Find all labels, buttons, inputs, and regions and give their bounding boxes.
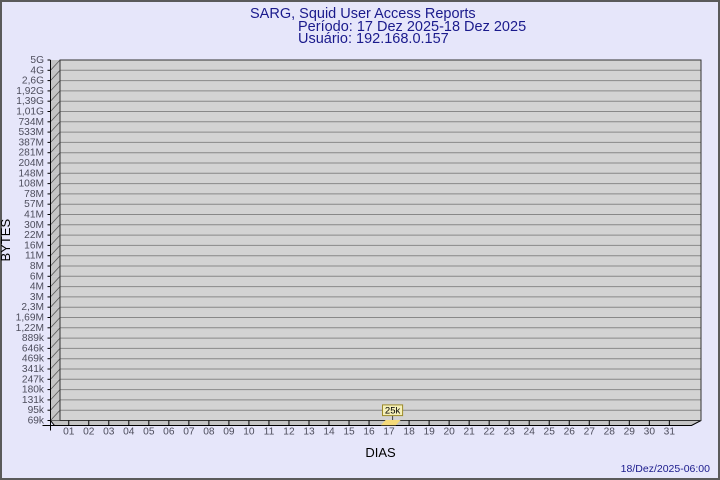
svg-text:17: 17 — [383, 427, 395, 438]
svg-text:30: 30 — [644, 427, 656, 438]
svg-text:05: 05 — [143, 427, 155, 438]
svg-text:DIAS: DIAS — [365, 445, 396, 460]
svg-text:10: 10 — [243, 427, 255, 438]
svg-text:18: 18 — [403, 427, 415, 438]
svg-text:03: 03 — [103, 427, 115, 438]
svg-text:07: 07 — [183, 427, 195, 438]
svg-text:29: 29 — [624, 427, 636, 438]
svg-text:16: 16 — [363, 427, 375, 438]
svg-text:26: 26 — [564, 427, 576, 438]
svg-text:25k: 25k — [385, 405, 401, 416]
svg-text:02: 02 — [83, 427, 95, 438]
svg-text:25: 25 — [544, 427, 556, 438]
svg-text:20: 20 — [443, 427, 455, 438]
svg-text:06: 06 — [163, 427, 175, 438]
svg-text:15: 15 — [343, 427, 355, 438]
svg-text:28: 28 — [604, 427, 616, 438]
svg-text:11: 11 — [264, 427, 275, 438]
svg-text:24: 24 — [524, 427, 536, 438]
svg-text:BYTES: BYTES — [0, 219, 13, 262]
svg-text:69k: 69k — [28, 416, 45, 427]
svg-text:01: 01 — [63, 427, 75, 438]
svg-text:23: 23 — [504, 427, 516, 438]
svg-text:04: 04 — [123, 427, 135, 438]
svg-text:12: 12 — [283, 427, 295, 438]
svg-text:31: 31 — [664, 427, 676, 438]
svg-text:19: 19 — [423, 427, 435, 438]
svg-text:14: 14 — [323, 427, 335, 438]
svg-text:22: 22 — [483, 427, 495, 438]
svg-text:21: 21 — [463, 427, 475, 438]
svg-text:27: 27 — [584, 427, 596, 438]
svg-text:13: 13 — [303, 427, 315, 438]
svg-text:08: 08 — [203, 427, 215, 438]
svg-text:09: 09 — [223, 427, 235, 438]
svg-text:18/Dez/2025-06:00: 18/Dez/2025-06:00 — [621, 463, 710, 475]
